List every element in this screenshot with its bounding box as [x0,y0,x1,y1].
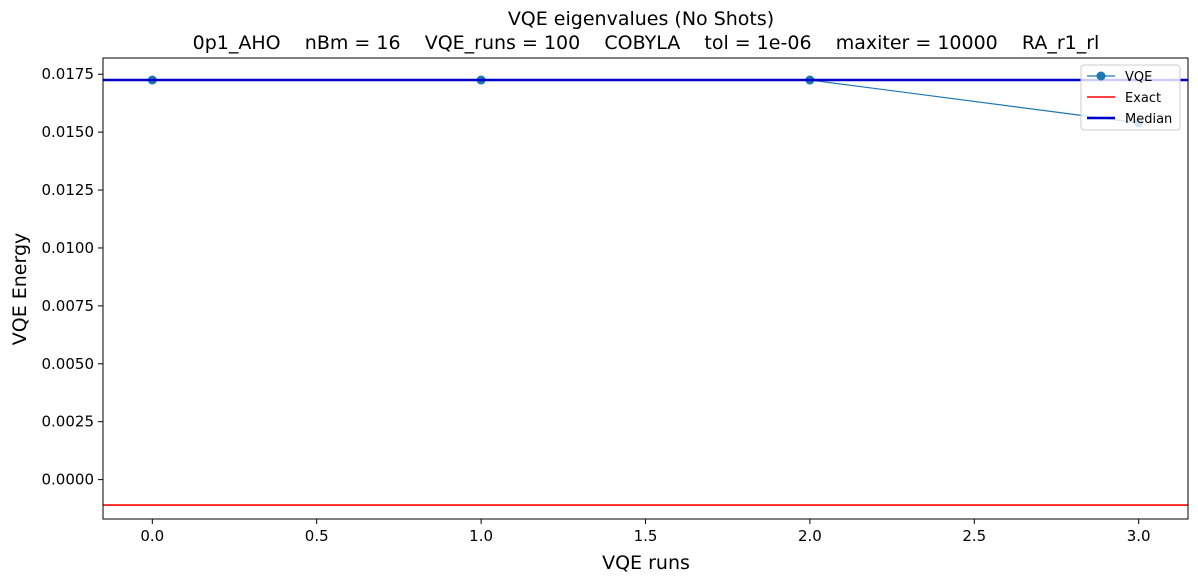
chart-subtitle: 0p1_AHO nBm = 16 VQE_runs = 100 COBYLA t… [193,32,1100,54]
x-tick-label: 3.0 [1127,527,1151,545]
y-tick-label: 0.0000 [42,471,95,489]
plot-frame [102,57,1189,520]
series-vqe-line [152,79,1139,124]
y-tick-label: 0.0100 [42,239,95,257]
y-tick-label: 0.0050 [42,355,95,373]
y-tick-label: 0.0175 [42,65,95,83]
x-tick-label: 2.0 [798,527,822,545]
legend-exact-label: Exact [1125,91,1161,106]
y-tick-label: 0.0025 [42,413,95,431]
y-axis: 0.0000 0.0025 0.0050 0.0075 0.0100 0.0125 0.01… [42,65,103,489]
chart-title: VQE eigenvalues (No Shots) [508,8,774,30]
legend-box [1080,64,1181,131]
legend-vqe-marker [1096,71,1106,81]
x-tick-label: 1.0 [469,527,493,545]
x-axis: 0.0 0.5 1.0 1.5 2.0 2.5 3.0 [140,519,1151,545]
legend: VQE Exact Median [1080,64,1181,131]
x-tick-label: 0.0 [140,527,164,545]
legend-median-label: Median [1125,112,1172,127]
y-axis-label: VQE Energy [9,233,31,346]
x-tick-label: 0.5 [305,527,329,545]
x-tick-label: 2.5 [962,527,986,545]
y-tick-label: 0.0125 [42,181,95,199]
x-axis-label: VQE runs [602,552,690,574]
x-tick-label: 1.5 [634,527,658,545]
y-tick-label: 0.0150 [42,123,95,141]
y-tick-label: 0.0075 [42,297,95,315]
plot-area [103,75,1188,506]
legend-vqe-label: VQE [1125,70,1152,85]
